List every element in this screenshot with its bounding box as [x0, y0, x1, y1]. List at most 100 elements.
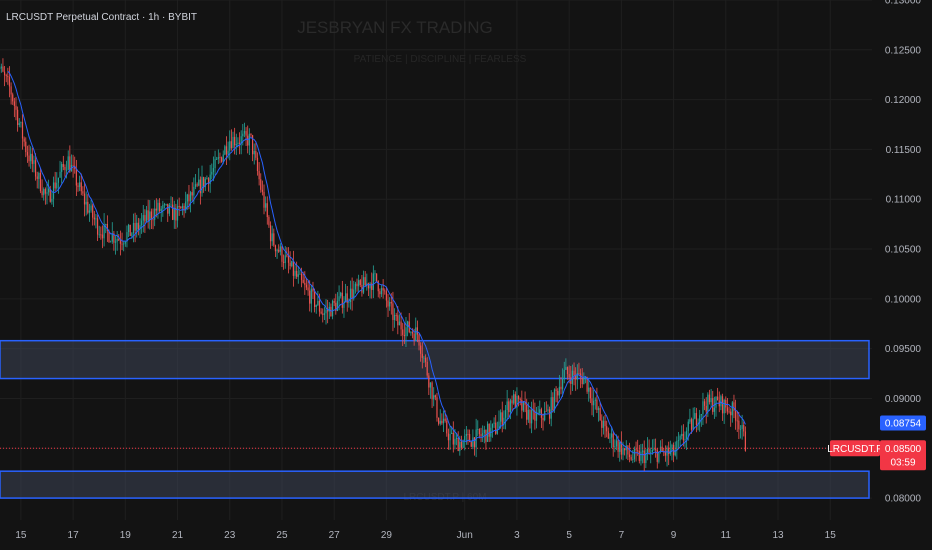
candle-body — [110, 241, 112, 243]
candle-body — [219, 157, 221, 158]
candle-body — [553, 389, 556, 411]
price-axis[interactable]: 0.13000 0.12500 0.12000 0.11500 0.11000 0.105… — [885, 0, 922, 505]
candle-body — [560, 386, 562, 390]
candle-body — [79, 182, 81, 187]
candle-body — [274, 245, 277, 252]
candle-body — [304, 282, 306, 285]
secondary-price-value: 0.08754 — [885, 418, 922, 429]
candle-body — [245, 131, 247, 136]
candle-body — [235, 143, 237, 146]
candle-body — [480, 434, 482, 436]
candle-body — [300, 273, 303, 280]
candle-body — [708, 394, 711, 403]
candle-body — [424, 357, 427, 362]
candle-body — [129, 224, 131, 236]
candle-body — [591, 398, 593, 406]
candle-body — [185, 201, 187, 211]
candle-body — [723, 400, 725, 414]
candle-body — [509, 400, 512, 413]
candle-body — [13, 101, 15, 106]
candle-body — [7, 76, 9, 78]
candle-body — [173, 207, 175, 220]
candle-body — [193, 186, 195, 196]
candle-body — [504, 409, 507, 418]
candle-body — [61, 164, 63, 172]
candle-body — [260, 179, 262, 190]
candle-body — [206, 178, 208, 180]
candle-body — [194, 184, 197, 187]
candle-body — [594, 399, 596, 401]
candle-body — [638, 450, 640, 461]
candle-body — [477, 429, 479, 430]
time-axis[interactable]: 15 17 19 21 23 25 27 29 Jun 3 5 7 9 11 13 15 — [15, 530, 836, 541]
candle-body — [614, 446, 616, 448]
candle-body — [12, 94, 14, 102]
candle-body — [21, 122, 24, 139]
candle-body — [227, 150, 229, 155]
candle-body — [511, 400, 513, 404]
candle-body — [627, 445, 629, 455]
candle-body — [738, 420, 740, 430]
x-tick-label: 15 — [15, 530, 27, 541]
candle-body — [730, 411, 732, 416]
candle-body — [521, 399, 523, 411]
candle-body — [398, 321, 401, 326]
candle-body — [387, 300, 389, 307]
candle-body — [403, 334, 405, 337]
candle-body — [601, 420, 603, 428]
candle-body — [643, 450, 645, 464]
candle-body — [276, 249, 278, 252]
candle-body — [5, 75, 7, 77]
candle-body — [500, 412, 502, 422]
candle-body — [186, 194, 188, 202]
candle-body — [124, 241, 126, 244]
candle-body — [18, 123, 20, 125]
candle-body — [496, 429, 498, 434]
candle-body — [384, 290, 386, 292]
secondary-price-label: 0.08754 — [880, 415, 926, 431]
candle-body — [127, 224, 130, 233]
candle-body — [328, 306, 330, 312]
candle-body — [744, 431, 746, 451]
candle-body — [650, 452, 652, 453]
candle-body — [717, 396, 719, 401]
candle-body — [390, 302, 392, 304]
candle-body — [700, 413, 702, 416]
candle-body — [707, 394, 709, 412]
candle-body — [121, 243, 123, 245]
candle-body — [469, 434, 471, 442]
candle-body — [46, 192, 48, 194]
candle-body — [457, 437, 459, 452]
candle-body — [441, 420, 443, 424]
candle-body — [371, 283, 373, 290]
candle-body — [59, 171, 61, 178]
candle-body — [413, 333, 415, 341]
candle-body — [282, 261, 285, 263]
candle-body — [247, 135, 249, 146]
candle-body — [581, 376, 583, 385]
candle-body — [628, 454, 631, 458]
candle-body — [526, 404, 528, 420]
candle-body — [162, 204, 164, 209]
candle-body — [389, 302, 391, 307]
candle-body — [331, 300, 334, 317]
candle-body — [715, 396, 717, 408]
candle-body — [163, 204, 166, 206]
candle-body — [610, 433, 613, 438]
candle-body — [119, 240, 122, 244]
candle-body — [149, 211, 151, 221]
candle-body — [377, 280, 379, 292]
candle-body — [624, 448, 626, 451]
candle-body — [67, 156, 69, 170]
candle-body — [702, 401, 704, 414]
x-tick-label: 5 — [566, 530, 572, 541]
candle-body — [346, 293, 348, 303]
candle-body — [739, 428, 742, 430]
candle-body — [641, 450, 644, 452]
candle-body — [395, 315, 397, 316]
candle-body — [255, 150, 257, 158]
candle-body — [56, 182, 58, 189]
candle-body — [661, 446, 663, 452]
y-tick-label: 0.10500 — [885, 245, 922, 256]
